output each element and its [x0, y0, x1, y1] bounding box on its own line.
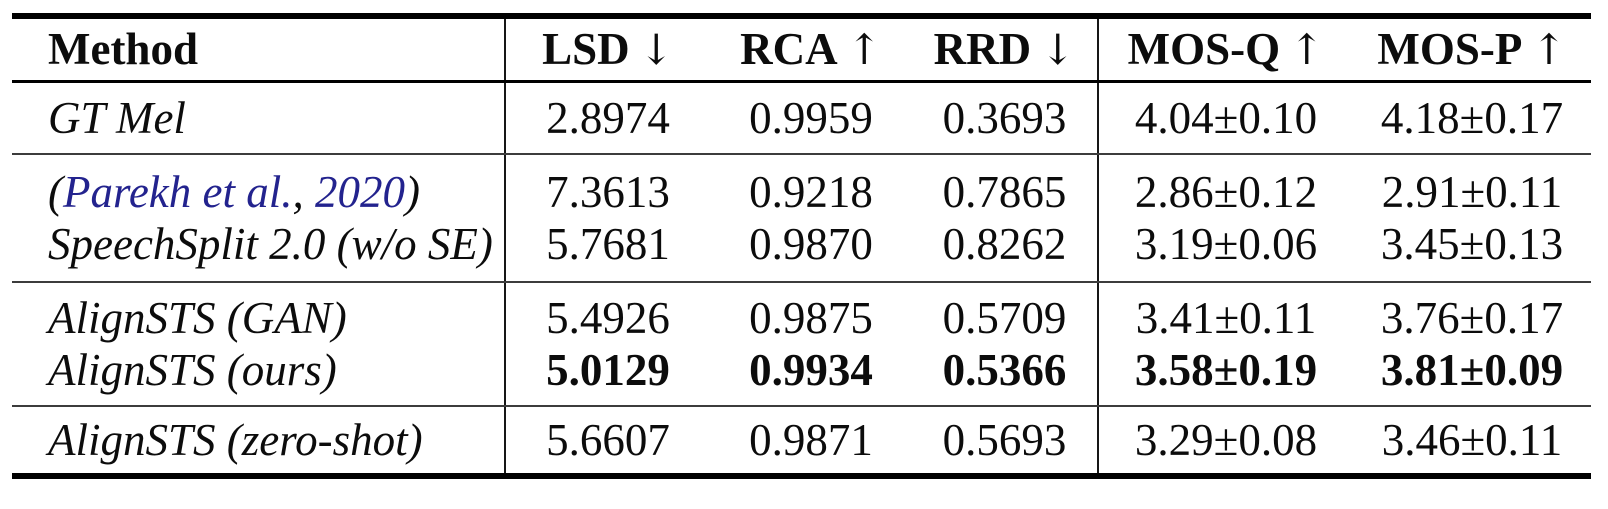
cell-alignsts-zs-lsd: 5.6607	[504, 406, 710, 476]
cell-alignsts-gan-lsd: 5.4926	[504, 282, 710, 344]
lower-better-arrow-icon: ↓	[1040, 25, 1076, 75]
cell-parekh-mos-q: 2.86±0.12	[1097, 154, 1353, 218]
column-header-method: Method	[12, 16, 505, 83]
cell-parekh-mos-p: 2.91±0.11	[1381, 167, 1563, 217]
cell-speechsplit-lsd: 5.7681	[504, 218, 710, 283]
table-row-alignsts-ours: AlignSTS (ours) 5.0129 0.9934 0.5366 3.5…	[12, 344, 1591, 407]
cell-parekh-rca: 0.9218	[749, 167, 873, 217]
cell-alignsts-zs-rrd: 0.5693	[942, 415, 1067, 465]
citation-open-paren: (	[48, 167, 63, 217]
higher-better-arrow-icon: ↑	[1289, 25, 1325, 75]
method-name: AlignSTS (GAN)	[48, 293, 347, 343]
method-name: AlignSTS (zero-shot)	[48, 415, 423, 465]
method-name: AlignSTS (ours)	[12, 344, 505, 407]
cell-speechsplit-rrd: 0.8262	[912, 218, 1098, 283]
cell-alignsts-gan-rca: 0.9875	[749, 293, 873, 343]
cell-alignsts-ours-rca: 0.9934	[710, 344, 912, 407]
cell-alignsts-zs-rca: 0.9871	[749, 415, 873, 465]
column-header-mos-p-label: MOS-P	[1377, 24, 1523, 75]
table-row-parekh-2020: (Parekh et al., 2020) 7.3613 0.9218 0.78…	[12, 154, 1591, 218]
cell-alignsts-gan-rrd: 0.5709	[942, 293, 1067, 343]
column-header-rrd: RRD ↓	[912, 16, 1098, 83]
cell-alignsts-ours-mos-p: 3.81±0.09	[1353, 344, 1591, 407]
cell-gt-mel-mos-p: 4.18±0.17	[1353, 81, 1591, 155]
citation-year-link[interactable]: 2020	[315, 167, 406, 217]
cell-alignsts-zs-mos-p: 3.46±0.11	[1381, 415, 1563, 465]
cell-gt-mel-lsd: 2.8974	[504, 81, 710, 155]
table-row-gt-mel: GT Mel 2.8974 0.9959 0.3693 4.04±0.10 4.…	[12, 81, 1591, 155]
cell-alignsts-gan-mos-p: 3.76±0.17	[1380, 293, 1564, 343]
method-name: GT Mel	[12, 81, 505, 155]
method-name-citation: (Parekh et al., 2020)	[12, 154, 505, 218]
citation-close-paren: )	[405, 167, 421, 217]
column-header-lsd-label: LSD	[542, 24, 630, 75]
cell-alignsts-ours-rrd: 0.5366	[912, 344, 1098, 407]
column-header-rrd-label: RRD	[933, 24, 1032, 75]
cell-gt-mel-rrd: 0.3693	[912, 81, 1098, 155]
method-name: SpeechSplit 2.0 (w/o SE)	[12, 218, 505, 283]
column-header-mos-q-label: MOS-Q	[1127, 24, 1281, 75]
cell-alignsts-ours-mos-q: 3.58±0.19	[1097, 344, 1353, 407]
column-header-mos-p: MOS-P ↑	[1353, 16, 1591, 83]
table-row-alignsts-gan: AlignSTS (GAN) 5.4926 0.9875 0.5709 3.41…	[12, 282, 1591, 344]
cell-speechsplit-rca: 0.9870	[710, 218, 912, 283]
results-table: Method LSD ↓ RCA ↑ RRD ↓ MOS-Q ↑ MOS-P ↑	[12, 13, 1591, 479]
table-header-row: Method LSD ↓ RCA ↑ RRD ↓ MOS-Q ↑ MOS-P ↑	[12, 16, 1591, 83]
column-header-rca: RCA ↑	[710, 16, 912, 83]
cell-parekh-rrd: 0.7865	[942, 167, 1067, 217]
column-header-method-label: Method	[48, 24, 198, 75]
column-header-mos-q: MOS-Q ↑	[1097, 16, 1353, 83]
higher-better-arrow-icon: ↑	[1531, 25, 1567, 75]
cell-gt-mel-rca: 0.9959	[710, 81, 912, 155]
cell-speechsplit-mos-p: 3.45±0.13	[1353, 218, 1591, 283]
cell-alignsts-ours-lsd: 5.0129	[504, 344, 710, 407]
table-row-alignsts-zero-shot: AlignSTS (zero-shot) 5.6607 0.9871 0.569…	[12, 406, 1591, 476]
cell-speechsplit-mos-q: 3.19±0.06	[1097, 218, 1353, 283]
citation-authors-link[interactable]: Parekh et al.	[63, 167, 293, 217]
cell-alignsts-gan-mos-q: 3.41±0.11	[1097, 282, 1353, 344]
column-header-rca-label: RCA	[740, 24, 838, 75]
higher-better-arrow-icon: ↑	[846, 25, 882, 75]
cell-gt-mel-mos-q: 4.04±0.10	[1097, 81, 1353, 155]
lower-better-arrow-icon: ↓	[638, 25, 674, 75]
cell-alignsts-zs-mos-q: 3.29±0.08	[1097, 406, 1353, 476]
cell-parekh-lsd: 7.3613	[504, 154, 710, 218]
table-row-speechsplit: SpeechSplit 2.0 (w/o SE) 5.7681 0.9870 0…	[12, 218, 1591, 283]
column-header-lsd: LSD ↓	[504, 16, 710, 83]
citation-separator: ,	[292, 167, 316, 217]
